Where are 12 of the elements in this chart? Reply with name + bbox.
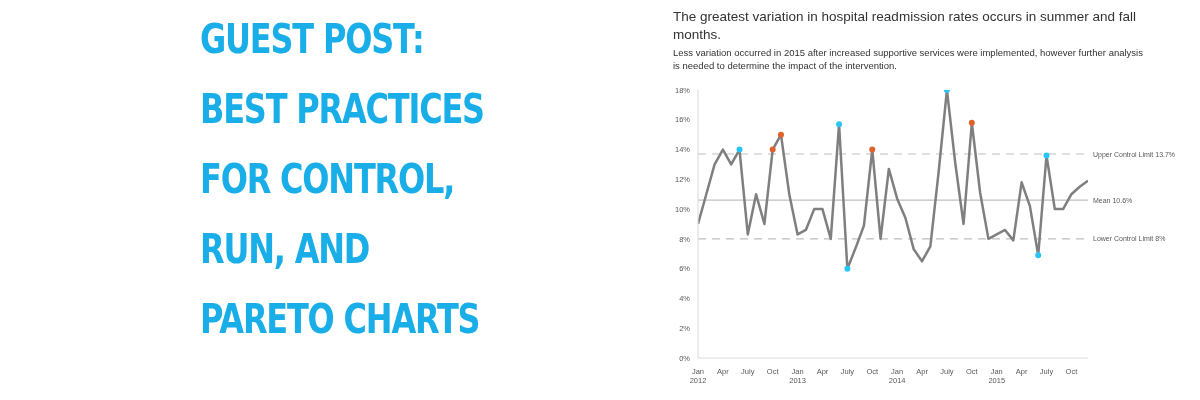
point [777,131,784,138]
point [869,146,876,153]
point [736,146,743,153]
point [769,146,776,153]
point [836,121,843,128]
point [1043,152,1050,159]
point [844,265,851,272]
chart-subtitle: Less variation occurred in 2015 after increased supportive services were implemented, however further analysis is needed to determine the impact of the intervention. [673,46,1143,72]
point [1035,252,1042,259]
chart-title: The greatest variation in hospital readmission rates occurs in summer and fall months. [673,9,1136,42]
point [968,119,975,126]
text: GUEST POST: BEST PRACTICES FOR CONTROL, RUN, AND PARETO CHARTS [200,15,485,344]
